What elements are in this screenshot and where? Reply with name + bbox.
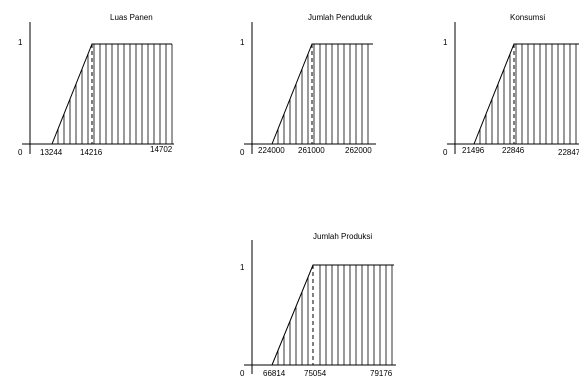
tick-ramp-start: 21496 [462,146,485,155]
title-jumlah-penduduk: Jumlah Penduduk [308,13,373,22]
hatch-fill [277,44,369,144]
y-label-one: 1 [240,263,245,272]
tick-ramp-end: 75054 [304,369,327,378]
y-label-one: 1 [443,38,448,47]
membership-curve [473,43,579,145]
title-luas-panen: Luas Panen [110,13,153,22]
hatch-fill [277,265,393,365]
y-label-one: 1 [240,38,245,47]
origin-label: 0 [240,148,245,157]
tick-ramp-start: 224000 [258,146,285,155]
tick-ramp-start: 13244 [40,148,63,157]
tick-ramp-end: 22846 [502,146,525,155]
tick-ramp-end: 14216 [80,148,103,157]
tick-x-max: 14702 [150,145,173,154]
panel-jumlah-produksi: Jumlah Produksi 1 0 66814 75054 79176 [240,232,396,378]
membership-curve [271,43,373,145]
title-jumlah-produksi: Jumlah Produksi [313,232,372,241]
tick-x-max: 262000 [345,146,372,155]
origin-label: 0 [18,148,23,157]
tick-x-max: 79176 [370,369,393,378]
hatch-fill [57,44,173,144]
tick-ramp-end: 261000 [298,146,325,155]
y-label-one: 1 [18,38,23,47]
origin-label: 0 [240,369,245,378]
panel-luas-panen: Luas Panen 1 0 13244 14216 14702 [18,13,174,157]
title-konsumsi: Konsumsi [510,13,545,22]
hatch-fill [479,44,577,144]
origin-label: 0 [443,148,448,157]
panel-jumlah-penduduk: Jumlah Penduduk 1 0 224000 261000 262000 [240,13,376,157]
tick-x-max: 22847 [558,148,579,157]
tick-ramp-start: 66814 [263,369,286,378]
panel-konsumsi: Konsumsi 1 0 21496 22846 22847 [443,13,579,157]
